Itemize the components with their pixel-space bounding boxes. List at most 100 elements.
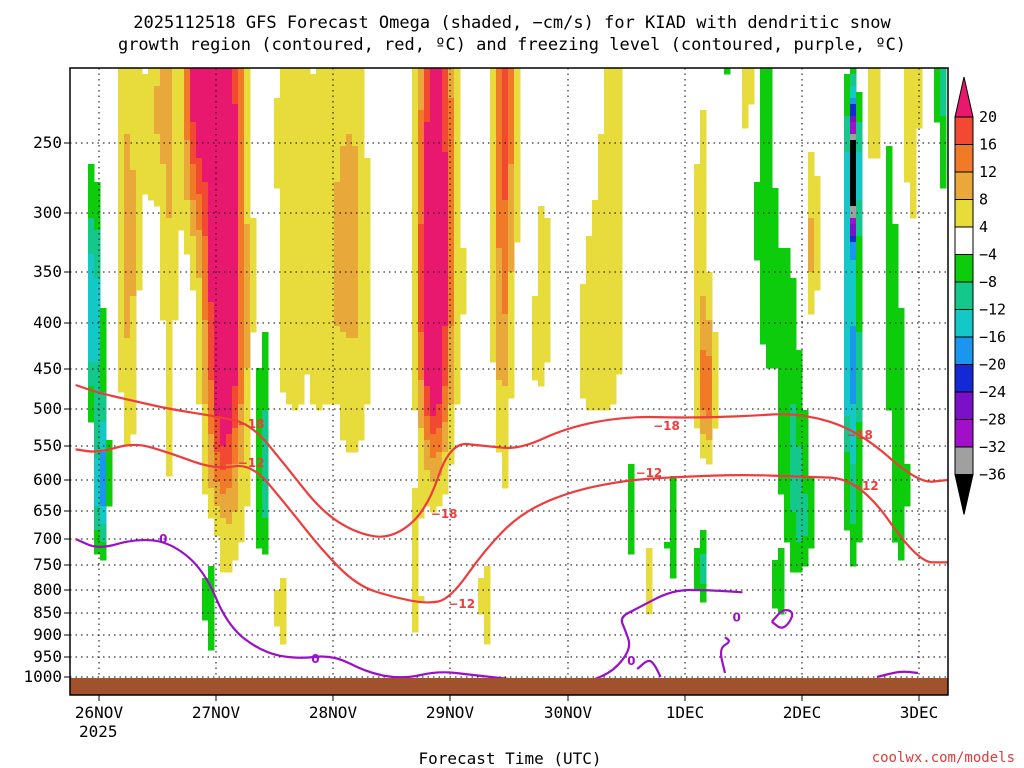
omega-cell <box>214 506 221 513</box>
omega-cell <box>88 362 95 369</box>
omega-cell <box>232 512 239 519</box>
omega-cell <box>940 116 947 123</box>
omega-cell <box>670 488 677 495</box>
omega-cell <box>628 506 635 513</box>
omega-cell <box>166 152 173 159</box>
omega-cell <box>346 260 353 267</box>
omega-cell <box>202 596 209 603</box>
omega-cell <box>934 104 941 111</box>
omega-cell <box>760 302 767 309</box>
omega-cell <box>226 236 233 243</box>
credit-text[interactable]: coolwx.com/models <box>872 750 1015 766</box>
omega-cell <box>454 380 461 387</box>
omega-cell <box>856 536 863 543</box>
omega-cell <box>514 98 521 105</box>
omega-cell <box>616 254 623 261</box>
omega-cell <box>304 332 311 339</box>
omega-cell <box>310 248 317 255</box>
omega-cell <box>244 332 251 339</box>
omega-cell <box>238 482 245 489</box>
omega-cell <box>328 272 335 279</box>
omega-cell <box>352 404 359 411</box>
omega-cell <box>850 506 857 513</box>
omega-cell <box>328 386 335 393</box>
omega-cell <box>592 320 599 327</box>
colorbar-label: −36 <box>979 466 1006 484</box>
omega-cell <box>340 182 347 189</box>
omega-cell <box>850 422 857 429</box>
omega-cell <box>592 254 599 261</box>
omega-cell <box>544 326 551 333</box>
omega-cell <box>436 404 443 411</box>
y-tick-label: 1000 <box>23 667 62 686</box>
omega-cell <box>238 68 245 75</box>
omega-cell <box>502 374 509 381</box>
omega-cell <box>226 182 233 189</box>
omega-cell <box>772 344 779 351</box>
omega-cell <box>328 302 335 309</box>
omega-cell <box>298 188 305 195</box>
omega-cell <box>604 68 611 75</box>
omega-cell <box>538 278 545 285</box>
omega-cell <box>874 86 881 93</box>
omega-cell <box>508 98 515 105</box>
omega-cell <box>454 200 461 207</box>
omega-cell <box>334 338 341 345</box>
omega-cell <box>892 386 899 393</box>
omega-cell <box>772 212 779 219</box>
omega-cell <box>244 386 251 393</box>
omega-cell <box>196 152 203 159</box>
omega-cell <box>118 122 125 129</box>
omega-cell <box>412 584 419 591</box>
omega-cell <box>304 80 311 87</box>
contour-dgz-minus18 <box>75 383 948 538</box>
omega-cell <box>700 428 707 435</box>
omega-cell <box>616 296 623 303</box>
omega-cell <box>850 248 857 255</box>
omega-cell <box>418 416 425 423</box>
omega-cell <box>502 410 509 417</box>
omega-cell <box>424 158 431 165</box>
omega-cell <box>502 206 509 213</box>
omega-cell <box>100 356 107 363</box>
omega-cell <box>190 188 197 195</box>
omega-cell <box>496 278 503 285</box>
omega-cell <box>358 230 365 237</box>
omega-cell <box>292 236 299 243</box>
omega-cell <box>670 524 677 531</box>
omega-cell <box>784 416 791 423</box>
omega-cell <box>412 80 419 87</box>
omega-cell <box>700 452 707 459</box>
omega-cell <box>670 542 677 549</box>
omega-cell <box>190 260 197 267</box>
omega-cell <box>208 128 215 135</box>
omega-cell <box>316 254 323 261</box>
omega-cell <box>172 176 179 183</box>
omega-cell <box>496 134 503 141</box>
omega-cell <box>712 422 719 429</box>
omega-cell <box>346 392 353 399</box>
omega-cell <box>244 98 251 105</box>
omega-cell <box>118 92 125 99</box>
omega-cell <box>322 80 329 87</box>
omega-cell <box>226 446 233 453</box>
omega-cell <box>700 554 707 561</box>
omega-cell <box>124 344 131 351</box>
omega-cell <box>496 398 503 405</box>
omega-cell <box>436 170 443 177</box>
omega-cell <box>478 590 485 597</box>
omega-cell <box>136 98 143 105</box>
omega-cell <box>766 110 773 117</box>
omega-cell <box>868 122 875 129</box>
omega-cell <box>208 608 215 615</box>
omega-cell <box>532 314 539 321</box>
omega-cell <box>850 512 857 519</box>
omega-cell <box>304 308 311 315</box>
omega-cell <box>448 158 455 165</box>
omega-cell <box>136 116 143 123</box>
omega-cell <box>454 314 461 321</box>
omega-cell <box>592 200 599 207</box>
omega-cell <box>232 182 239 189</box>
omega-cell <box>256 368 263 375</box>
omega-cell <box>454 326 461 333</box>
